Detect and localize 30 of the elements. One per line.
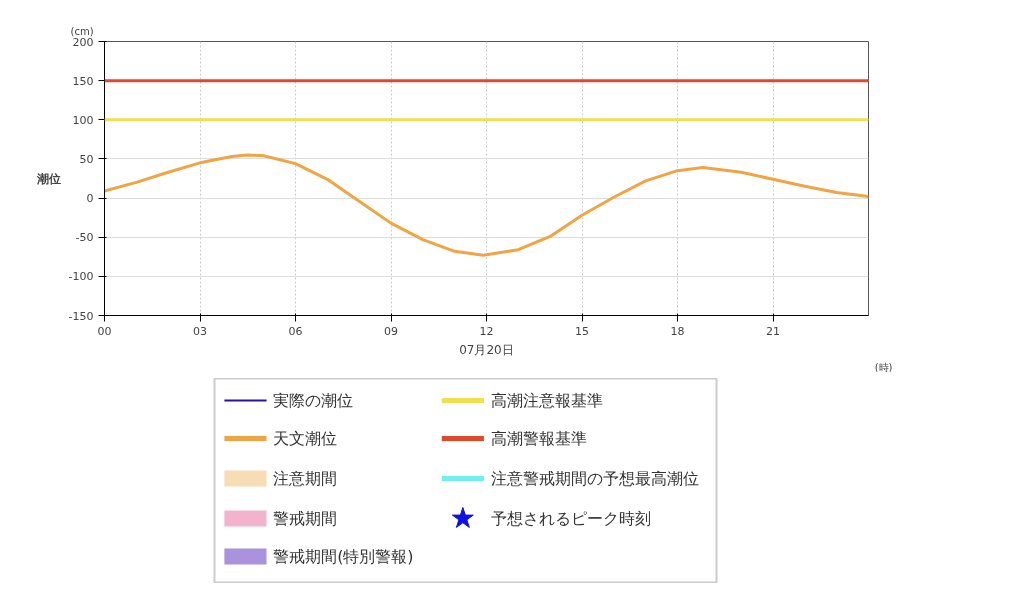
- y-tick-label: -50: [75, 231, 94, 245]
- y-tick-label: -100: [68, 270, 94, 284]
- legend-label: 天文潮位: [273, 429, 338, 448]
- x-tick-label: 03: [193, 324, 207, 338]
- text: (時): [874, 361, 893, 373]
- x-tick-label: 00: [97, 324, 112, 338]
- line-series: [104, 153, 869, 257]
- x-axis-title: 07月20日: [459, 342, 514, 357]
- legend-label: 注意期間: [273, 469, 338, 488]
- legend-label: 実際の潮位: [273, 391, 354, 410]
- x-tick-label: 09: [384, 324, 398, 338]
- y-tick-label: 200: [72, 35, 94, 49]
- y-axis-title: 潮位: [35, 171, 61, 186]
- x-tick-label: 18: [670, 324, 685, 338]
- y-tick-label: 150: [72, 74, 94, 88]
- y-tick-label: 50: [79, 152, 94, 166]
- legend-label: 高潮警報基準: [490, 429, 587, 448]
- x-tick-label: 12: [479, 324, 494, 338]
- legend-label: 注意警戒期間の予想最高潮位: [490, 469, 699, 488]
- y-tick-label: 100: [72, 113, 94, 127]
- x-tick-label: 06: [288, 324, 303, 338]
- legend-label: 予想されるピーク時刻: [490, 509, 651, 528]
- x-tick-label: 21: [766, 324, 780, 338]
- legend-label: 高潮注意報基準: [490, 391, 603, 410]
- y-tick-label: -150: [68, 309, 94, 323]
- x-tick-label: 15: [575, 324, 589, 338]
- text: (cm): [70, 25, 94, 37]
- y-tick-label: 0: [86, 192, 94, 206]
- legend-label: 警戒期間(特別警報): [273, 547, 414, 566]
- legend-label: 警戒期間: [273, 509, 338, 528]
